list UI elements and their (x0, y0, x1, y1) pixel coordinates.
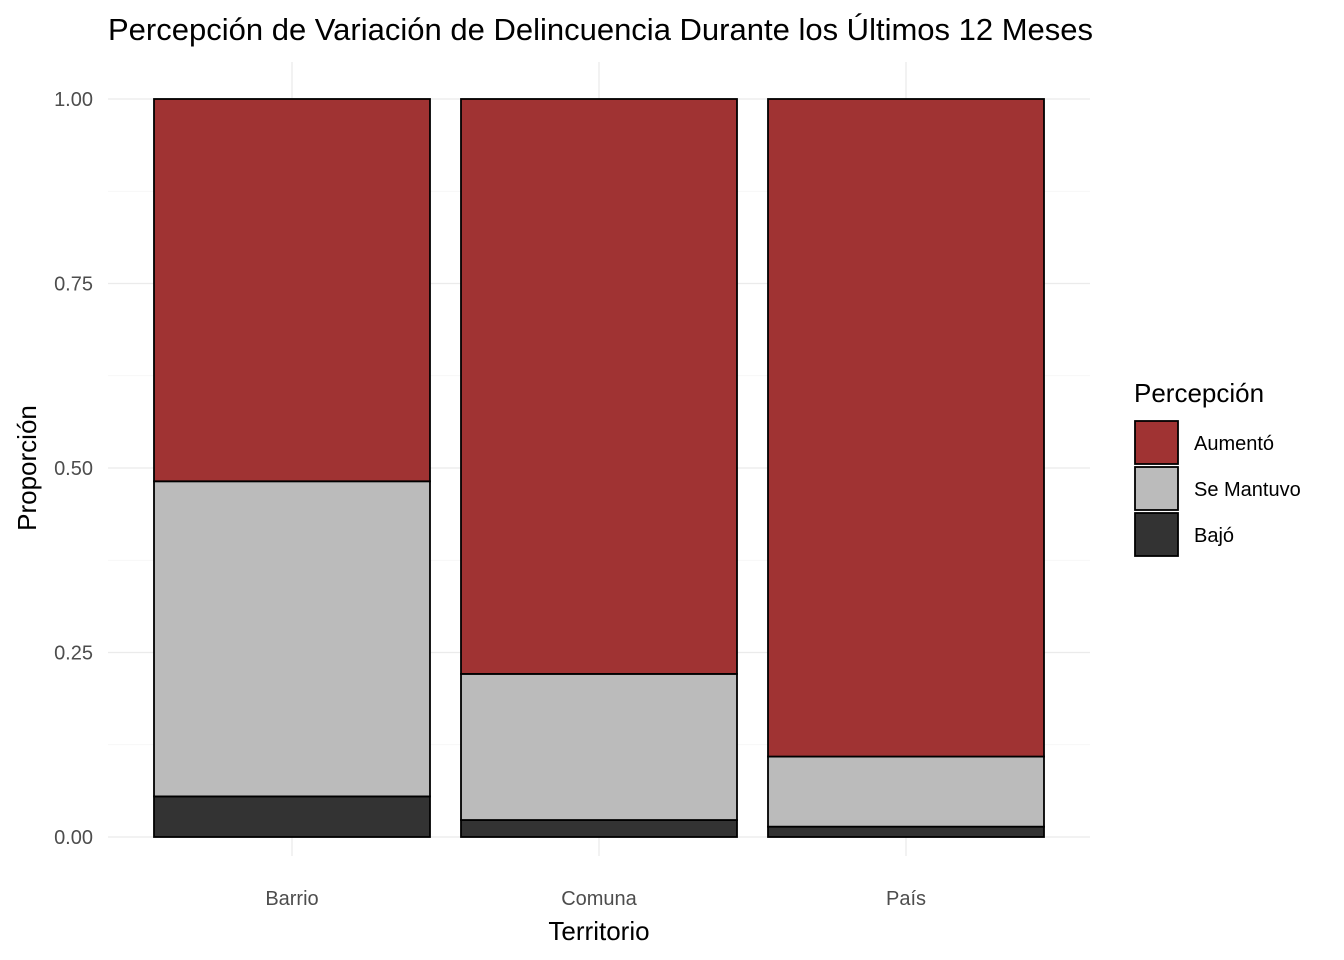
chart-title: Percepción de Variación de Delincuencia … (108, 12, 1093, 47)
y-tick-labels: 0.00 0.25 0.50 0.75 1.00 (54, 89, 93, 849)
x-tick-label: País (886, 888, 926, 910)
x-tick-label: Barrio (265, 888, 318, 910)
bar-segment-baj- (153, 795, 431, 838)
x-tick-label: Comuna (561, 888, 637, 910)
bar-segment-aument- (460, 98, 738, 675)
y-tick-label: 0.25 (54, 643, 93, 665)
bar-segment-se-mantuvo (460, 673, 738, 821)
bar-segment-se-mantuvo (767, 755, 1045, 828)
legend: Percepción Aumentó Se Mantuvo Bajó (1134, 378, 1301, 557)
bar-stack (767, 98, 1045, 838)
legend-key-aument- (1134, 420, 1179, 465)
y-tick-label: 1.00 (54, 89, 93, 111)
bar-segment-baj- (460, 819, 738, 838)
bar-segment-aument- (767, 98, 1045, 758)
y-tick-label: 0.00 (54, 827, 93, 849)
x-tick-labels: Barrio Comuna País (265, 888, 926, 910)
y-tick-label: 0.50 (54, 458, 93, 480)
y-axis-title: Proporción (12, 405, 42, 531)
legend-label-se-mantuvo: Se Mantuvo (1194, 479, 1301, 501)
x-axis-title: Territorio (548, 916, 649, 946)
legend-label-baj-: Bajó (1194, 525, 1234, 547)
bar-segment-se-mantuvo (153, 480, 431, 798)
bar-stack (153, 98, 431, 838)
legend-title: Percepción (1134, 378, 1264, 408)
bar-segment-baj- (767, 825, 1045, 838)
legend-key-baj- (1134, 512, 1179, 557)
legend-label-aument-: Aumentó (1194, 433, 1274, 455)
legend-key-se-mantuvo (1134, 466, 1179, 511)
bar-segment-aument- (153, 98, 431, 483)
bar-stack (460, 98, 738, 838)
y-tick-label: 0.75 (54, 274, 93, 296)
bars (153, 98, 1045, 838)
